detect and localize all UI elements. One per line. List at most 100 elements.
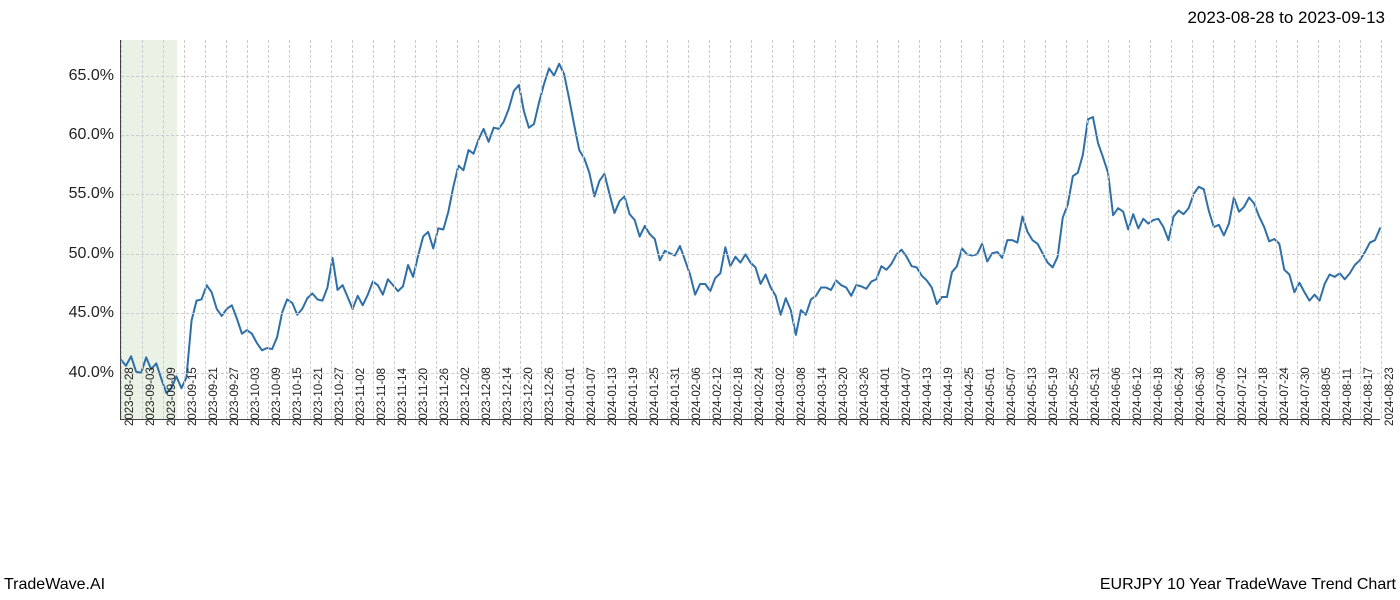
xtick-label: 2023-10-03 [250, 367, 262, 426]
vgrid-line [835, 40, 836, 419]
xtick-label: 2024-02-12 [712, 367, 724, 426]
xtick-label: 2024-02-06 [691, 367, 703, 426]
xtick-label: 2024-06-06 [1111, 367, 1123, 426]
vgrid-line [1297, 40, 1298, 419]
ytick-label: 60.0% [69, 126, 114, 144]
xtick-label: 2024-01-31 [670, 367, 682, 426]
vgrid-line [1003, 40, 1004, 419]
vgrid-line [1318, 40, 1319, 419]
xtick-label: 2024-05-13 [1027, 367, 1039, 426]
vgrid-line [268, 40, 269, 419]
xtick-label: 2024-06-24 [1174, 367, 1186, 426]
vgrid-line [583, 40, 584, 419]
xtick-label: 2024-03-08 [796, 367, 808, 426]
xtick-label: 2023-11-20 [418, 368, 430, 426]
xtick-label: 2024-02-24 [754, 367, 766, 426]
xtick-label: 2024-02-18 [733, 367, 745, 426]
vgrid-line [856, 40, 857, 419]
vgrid-line [1087, 40, 1088, 419]
vgrid-line [1255, 40, 1256, 419]
xtick-label: 2024-03-14 [817, 367, 829, 426]
xtick-label: 2024-04-13 [922, 367, 934, 426]
chart-title: EURJPY 10 Year TradeWave Trend Chart [1100, 576, 1396, 594]
vgrid-line [142, 40, 143, 419]
xtick-label: 2024-04-25 [964, 367, 976, 426]
vgrid-line [415, 40, 416, 419]
xtick-label: 2023-09-27 [229, 367, 241, 426]
xtick-label: 2024-03-02 [775, 367, 787, 426]
vgrid-line [1108, 40, 1109, 419]
vgrid-line [373, 40, 374, 419]
xtick-label: 2024-08-11 [1342, 368, 1354, 426]
vgrid-line [499, 40, 500, 419]
vgrid-line [1129, 40, 1130, 419]
vgrid-line [478, 40, 479, 419]
vgrid-line [814, 40, 815, 419]
xtick-label: 2023-12-20 [523, 367, 535, 426]
vgrid-line [877, 40, 878, 419]
xtick-label: 2023-10-27 [334, 367, 346, 426]
vgrid-line [289, 40, 290, 419]
xtick-label: 2024-04-19 [943, 367, 955, 426]
vgrid-line [121, 40, 122, 419]
vgrid-line [940, 40, 941, 419]
xtick-label: 2023-11-02 [355, 368, 367, 426]
vgrid-line [331, 40, 332, 419]
vgrid-line [625, 40, 626, 419]
xtick-label: 2023-12-08 [481, 367, 493, 426]
ytick-label: 65.0% [69, 67, 114, 85]
ytick-label: 40.0% [69, 364, 114, 382]
vgrid-line [1381, 40, 1382, 419]
vgrid-line [982, 40, 983, 419]
xtick-label: 2023-09-09 [166, 367, 178, 426]
xtick-label: 2023-10-15 [292, 367, 304, 426]
xtick-label: 2023-12-26 [544, 367, 556, 426]
vgrid-line [919, 40, 920, 419]
vgrid-line [205, 40, 206, 419]
vgrid-line [352, 40, 353, 419]
vgrid-line [247, 40, 248, 419]
xtick-label: 2023-10-21 [313, 367, 325, 426]
xtick-label: 2024-07-06 [1216, 367, 1228, 426]
vgrid-line [1066, 40, 1067, 419]
vgrid-line [793, 40, 794, 419]
xtick-label: 2024-03-26 [859, 367, 871, 426]
xtick-label: 2023-09-03 [145, 367, 157, 426]
xtick-label: 2024-05-19 [1048, 367, 1060, 426]
vgrid-line [1276, 40, 1277, 419]
xtick-label: 2023-09-21 [208, 367, 220, 426]
xtick-label: 2024-05-07 [1006, 367, 1018, 426]
xtick-label: 2024-04-01 [880, 367, 892, 426]
vgrid-line [436, 40, 437, 419]
xtick-label: 2024-01-01 [565, 367, 577, 426]
vgrid-line [730, 40, 731, 419]
vgrid-line [1024, 40, 1025, 419]
xtick-label: 2023-11-14 [397, 368, 409, 426]
vgrid-line [772, 40, 773, 419]
vgrid-line [1213, 40, 1214, 419]
vgrid-line [1171, 40, 1172, 419]
xtick-label: 2024-01-19 [628, 367, 640, 426]
vgrid-line [604, 40, 605, 419]
date-range-label: 2023-08-28 to 2023-09-13 [1187, 8, 1385, 28]
vgrid-line [898, 40, 899, 419]
vgrid-line [1234, 40, 1235, 419]
vgrid-line [667, 40, 668, 419]
xtick-label: 2024-07-12 [1237, 367, 1249, 426]
xtick-label: 2024-05-01 [985, 367, 997, 426]
vgrid-line [646, 40, 647, 419]
vgrid-line [163, 40, 164, 419]
vgrid-line [1339, 40, 1340, 419]
xtick-label: 2024-06-18 [1153, 367, 1165, 426]
vgrid-line [310, 40, 311, 419]
vgrid-line [688, 40, 689, 419]
xtick-label: 2023-11-26 [439, 368, 451, 426]
xtick-label: 2024-08-17 [1363, 367, 1375, 426]
xtick-label: 2024-01-25 [649, 367, 661, 426]
vgrid-line [961, 40, 962, 419]
vgrid-line [562, 40, 563, 419]
vgrid-line [541, 40, 542, 419]
vgrid-line [1045, 40, 1046, 419]
xtick-label: 2024-07-24 [1279, 367, 1291, 426]
vgrid-line [1150, 40, 1151, 419]
